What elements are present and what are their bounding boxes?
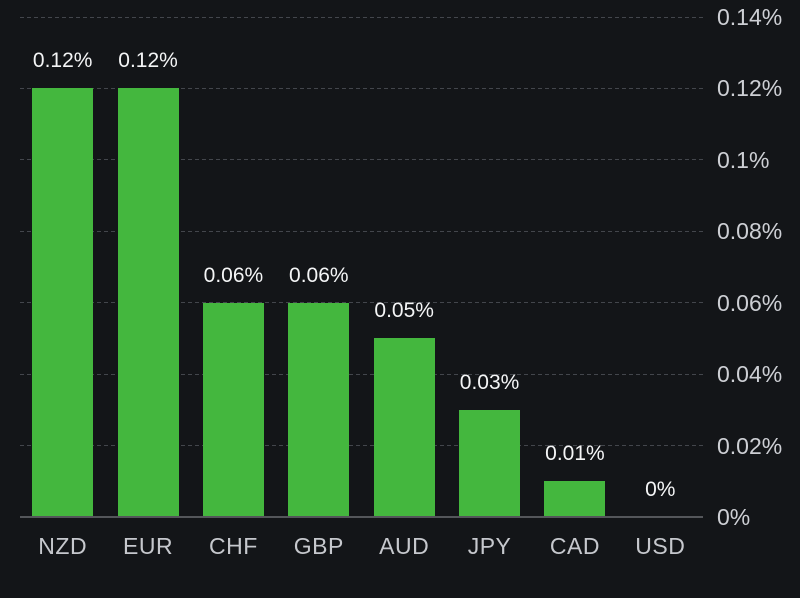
y-axis-tick-label: 0.06% bbox=[717, 289, 783, 316]
y-axis-tick-label: 0.14% bbox=[717, 4, 783, 30]
y-axis-tick-label: 0.1% bbox=[717, 146, 770, 173]
x-axis-label-usd: USD bbox=[635, 533, 686, 559]
gridline bbox=[20, 302, 703, 304]
x-axis-label-cad: CAD bbox=[549, 533, 600, 559]
bar-value-label-aud: 0.05% bbox=[374, 299, 434, 323]
plot-area: 0.12% 0.12% 0.06% 0.06% 0.05% 0.03% 0.01% 0% bbox=[20, 16, 703, 518]
bar-jpy[interactable] bbox=[459, 409, 521, 517]
bar-value-label-jpy: 0.03% bbox=[459, 370, 520, 394]
bar-aud[interactable] bbox=[373, 338, 435, 517]
y-axis-tick-label: 0% bbox=[717, 504, 751, 530]
y-axis-tick-label: 0.04% bbox=[717, 361, 783, 388]
bar-value-label-nzd: 0.12% bbox=[32, 49, 93, 73]
bar-value-label-gbp: 0.06% bbox=[289, 263, 349, 287]
x-axis-label-gbp: GBP bbox=[293, 533, 344, 559]
gridline bbox=[20, 16, 703, 18]
y-axis-tick-label: 0.02% bbox=[717, 432, 783, 459]
gridline bbox=[20, 373, 703, 375]
bar-cad[interactable] bbox=[544, 481, 606, 517]
bar-value-label-chf: 0.06% bbox=[203, 263, 264, 287]
bar-value-label-eur: 0.12% bbox=[118, 49, 178, 73]
zero-baseline bbox=[20, 516, 703, 518]
x-axis-label-aud: AUD bbox=[379, 533, 430, 559]
bar-chf[interactable] bbox=[202, 302, 264, 517]
gridline bbox=[20, 230, 703, 232]
x-axis-label-jpy: JPY bbox=[467, 533, 512, 559]
x-axis-label-eur: EUR bbox=[123, 533, 174, 559]
bar-eur[interactable] bbox=[117, 88, 179, 517]
gridline bbox=[20, 159, 703, 161]
y-axis-tick-label: 0.12% bbox=[717, 75, 783, 102]
x-axis-label-chf: CHF bbox=[209, 533, 258, 559]
bar-value-label-usd: 0% bbox=[645, 478, 676, 501]
gridline bbox=[20, 445, 703, 447]
bar-value-label-cad: 0.01% bbox=[545, 442, 605, 466]
bar-gbp[interactable] bbox=[288, 302, 350, 517]
gridline bbox=[20, 87, 703, 89]
y-axis-tick-label: 0.08% bbox=[717, 218, 783, 245]
bar-nzd[interactable] bbox=[32, 88, 94, 517]
x-axis-label-nzd: NZD bbox=[38, 533, 88, 559]
